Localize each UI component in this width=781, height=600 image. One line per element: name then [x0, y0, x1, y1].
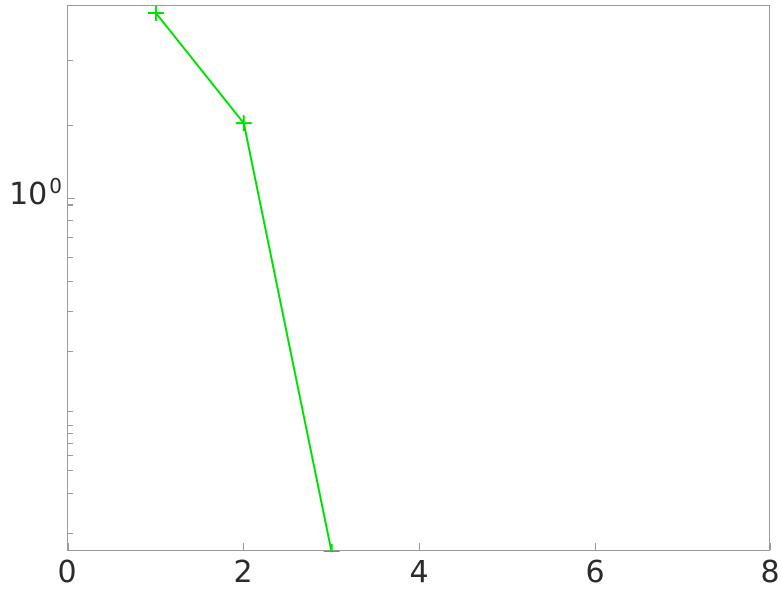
y-minor-tick: [68, 281, 73, 282]
y-minor-tick: [68, 125, 73, 126]
y-minor-tick: [68, 493, 73, 494]
x-axis-tick-label-0: 0: [57, 555, 77, 590]
y-minor-tick: [68, 411, 73, 412]
series-1-plot: [147, 6, 340, 552]
y-minor-tick: [68, 60, 73, 61]
x-tick-2: [243, 543, 244, 550]
y-minor-tick: [68, 455, 73, 456]
y-minor-tick: [68, 443, 73, 444]
plot-area: [67, 5, 771, 552]
y-minor-tick: [68, 533, 73, 534]
y-minor-tick: [68, 351, 73, 352]
y-minor-tick: [68, 205, 73, 206]
y-minor-tick: [68, 470, 73, 471]
y-minor-tick: [68, 311, 73, 312]
y-label-mantissa: 10: [9, 177, 48, 212]
y-axis-tick-label-10-0: 10 0: [9, 176, 62, 210]
x-tick-6: [595, 543, 596, 550]
y-minor-tick: [68, 433, 73, 434]
y-minor-tick: [68, 237, 73, 238]
y-major-tick-10-0: [68, 198, 75, 199]
x-tick-0: [68, 543, 69, 550]
data-layer: [68, 6, 771, 552]
y-minor-tick: [68, 220, 73, 221]
x-tick-8: [770, 543, 771, 550]
x-axis-tick-label-2: 2: [233, 555, 253, 590]
series-1-line: [154, 12, 333, 552]
x-axis-tick-label-4: 4: [409, 555, 429, 590]
y-minor-tick: [68, 204, 73, 205]
y-minor-tick: [68, 425, 73, 426]
series-1-markers: [147, 6, 340, 552]
y-label-exponent: 0: [49, 174, 62, 198]
x-axis-tick-label-6: 6: [585, 555, 605, 590]
x-axis-tick-label-8: 8: [760, 555, 780, 590]
y-minor-tick: [68, 257, 73, 258]
x-tick-4: [419, 543, 420, 550]
